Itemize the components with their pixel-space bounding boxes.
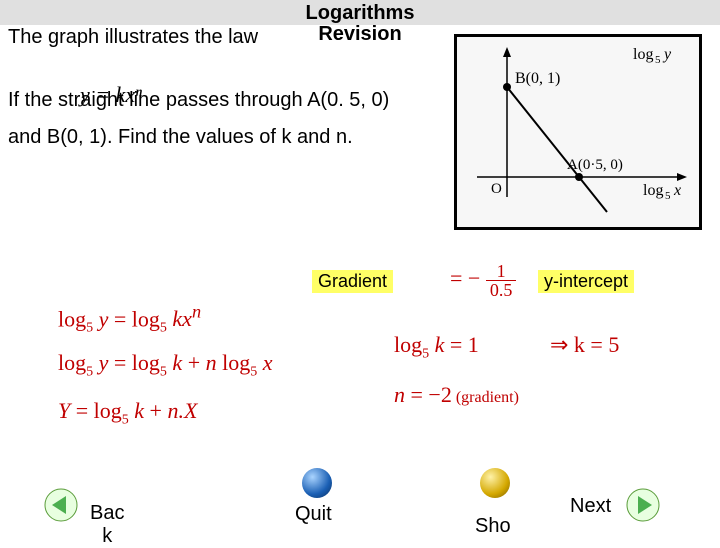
page-title: Logarithms <box>306 2 415 24</box>
paragraph-2: If the straight line passes through A(0.… <box>0 89 400 112</box>
show-sphere-icon[interactable] <box>480 468 510 498</box>
nav-row: Bac k Quit Sho Next <box>0 470 720 540</box>
svg-text:x: x <box>673 182 681 199</box>
gradient-value: = − 10.5 <box>450 262 516 299</box>
back-button[interactable]: Bac k <box>90 502 124 548</box>
next-arrow-icon[interactable] <box>626 488 660 522</box>
graph-svg: log 5 y B(0, 1) O A(0·5, 0) log 5 x <box>457 37 699 227</box>
quit-button[interactable]: Quit <box>295 503 332 526</box>
svg-text:log: log <box>633 46 653 63</box>
logk-equation: log5 k = 1 <box>394 332 479 362</box>
svg-text:5: 5 <box>655 54 661 66</box>
graph-panel: log 5 y B(0, 1) O A(0·5, 0) log 5 x <box>454 34 702 230</box>
back-arrow-icon[interactable] <box>44 488 78 522</box>
equation-1: log5 y = log5 kxn <box>58 302 201 337</box>
equation-3: Y = log5 k + n.X <box>58 398 197 428</box>
gradient-label: Gradient <box>312 270 393 293</box>
svg-text:log: log <box>643 182 663 199</box>
show-button[interactable]: Sho <box>475 515 511 538</box>
equation-2: log5 y = log5 k + n log5 x <box>58 350 273 380</box>
k-value: ⇒ k = 5 <box>550 332 619 358</box>
svg-text:y: y <box>662 46 672 63</box>
n-value: n = −2 (gradient) <box>394 382 519 408</box>
svg-text:5: 5 <box>665 190 671 202</box>
svg-text:B(0, 1): B(0, 1) <box>515 70 560 87</box>
next-button[interactable]: Next <box>570 495 611 518</box>
quit-sphere-icon[interactable] <box>302 468 332 498</box>
svg-text:A(0·5, 0): A(0·5, 0) <box>567 157 623 173</box>
title-bar: Logarithms <box>0 0 720 25</box>
paragraph-3: and B(0, 1). Find the values of k and n. <box>0 126 400 149</box>
yintercept-label: y-intercept <box>538 270 634 293</box>
svg-text:O: O <box>491 181 502 197</box>
